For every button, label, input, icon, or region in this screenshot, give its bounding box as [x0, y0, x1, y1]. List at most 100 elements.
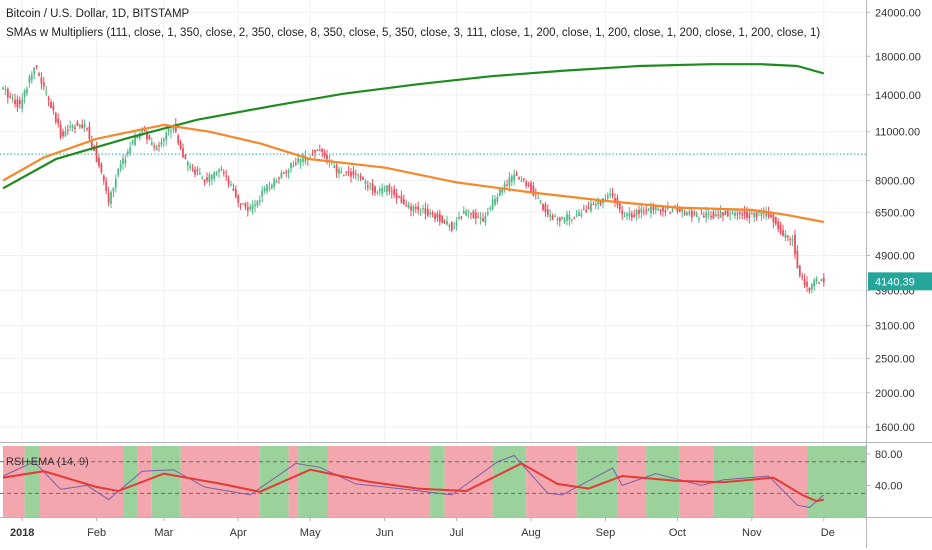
candle-body [705, 212, 708, 218]
candle-body [527, 184, 530, 186]
candle-body [652, 206, 655, 211]
price-tick-label: 2000.00 [875, 388, 915, 400]
candle-body [554, 215, 556, 217]
candle-body [431, 212, 434, 215]
candle-body [486, 212, 489, 215]
candle-body [429, 212, 432, 215]
candle-body [251, 205, 254, 210]
candle-body [453, 227, 456, 229]
candle-body [530, 182, 532, 192]
candle-body [316, 149, 319, 151]
candle-body [638, 209, 640, 214]
candle-body [47, 97, 50, 101]
price-tick-label: 1600.00 [875, 422, 915, 434]
candle-body [633, 214, 636, 218]
candle-body [813, 279, 816, 287]
candle-body [134, 135, 136, 146]
candle-body [542, 204, 544, 211]
candle-body [107, 192, 110, 203]
candle-body [347, 170, 350, 173]
candle-body [350, 171, 352, 177]
candle-body [294, 162, 297, 165]
candle-body [64, 131, 67, 137]
candle-body [280, 172, 283, 179]
candle-body [381, 187, 384, 194]
candle-body [246, 207, 249, 211]
candle-body [50, 101, 52, 109]
price-tick-label: 2500.00 [875, 354, 915, 366]
time-tick-label: Oct [669, 527, 686, 539]
candle-body [717, 214, 720, 216]
candle-body [599, 200, 602, 205]
candle-body [388, 184, 391, 192]
candle-body [153, 145, 156, 148]
candle-body [662, 206, 664, 211]
candle-body [342, 174, 345, 176]
candle-body [702, 215, 705, 218]
candle-body [333, 165, 336, 168]
candle-body [654, 205, 657, 211]
price-tick-label: 6500.00 [875, 207, 915, 219]
last-price-label: 4140.39 [875, 276, 915, 288]
candle-body [66, 129, 69, 131]
candle-body [698, 217, 700, 220]
candle-body [770, 214, 772, 217]
rsi-band [288, 446, 299, 517]
candle-body [482, 218, 484, 222]
candle-body [695, 213, 698, 218]
chart-title: Bitcoin / U.S. Dollar, 1D, BITSTAMP [6, 8, 190, 20]
candle-body [614, 198, 616, 202]
candle-body [690, 210, 693, 218]
candle-body [414, 206, 417, 209]
candle-body [462, 210, 465, 214]
candle-body [822, 277, 825, 283]
candle-body [354, 173, 357, 175]
candle-body [539, 200, 542, 203]
candle-body [119, 164, 122, 170]
candle-body [302, 155, 304, 162]
candle-body [719, 210, 722, 218]
candle-body [335, 165, 338, 173]
price-tick-label: 14000.00 [875, 90, 921, 102]
candle-body [472, 210, 475, 218]
candle-body [201, 177, 204, 179]
candle-body [441, 215, 444, 223]
candle-body [172, 127, 175, 131]
candle-body [318, 149, 321, 151]
time-tick-label: Feb [87, 527, 106, 539]
candle-body [549, 214, 552, 217]
candle-body [405, 204, 408, 207]
candle-body [124, 159, 127, 164]
candle-body [755, 212, 758, 218]
rsi-band [327, 446, 431, 517]
candle-body [438, 213, 441, 222]
candle-body [479, 217, 482, 220]
time-tick-label: Sep [596, 527, 616, 539]
candle-body [803, 279, 806, 286]
candle-body [609, 193, 612, 196]
candle-body [582, 208, 585, 210]
candle-body [83, 124, 86, 128]
candle-body [657, 208, 660, 210]
candle-body [69, 126, 72, 128]
candle-body [594, 203, 597, 206]
candle-body [820, 279, 823, 282]
candle-body [417, 206, 420, 210]
candle-body [767, 211, 770, 217]
candle-body [400, 195, 403, 203]
rsi-tick-label: 40.00 [875, 480, 903, 492]
candle-body [100, 163, 103, 172]
candle-body [777, 221, 780, 230]
candle-body [249, 206, 252, 210]
candle-body [225, 175, 228, 177]
candle-body [393, 188, 396, 195]
price-tick-label: 4900.00 [875, 251, 915, 263]
candle-body [16, 99, 19, 108]
candle-body [215, 172, 218, 175]
candle-body [98, 157, 100, 166]
time-tick-label: De [821, 527, 835, 539]
candle-body [455, 221, 458, 227]
candle-body [26, 88, 28, 94]
